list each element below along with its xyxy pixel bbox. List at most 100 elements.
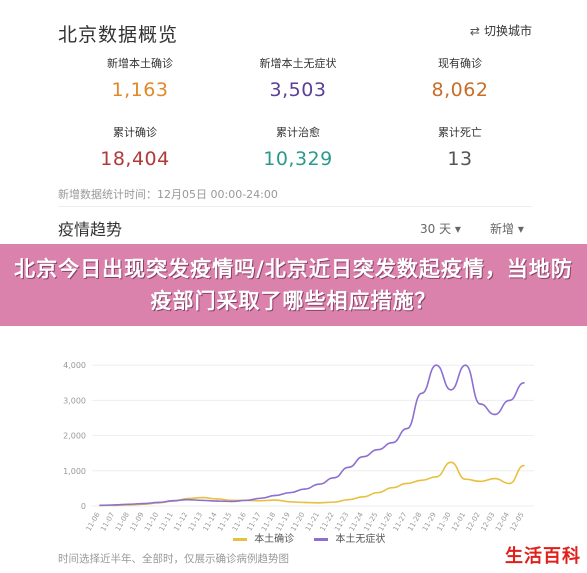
series-line-0 — [99, 461, 525, 507]
data-point — [435, 475, 438, 478]
data-point — [391, 441, 394, 444]
data-point — [303, 501, 306, 504]
data-point — [318, 483, 321, 485]
legend-item[interactable]: 本土确诊 — [233, 530, 294, 545]
data-point — [362, 455, 364, 458]
data-point — [493, 477, 496, 480]
stat-total-confirmed: 累计确诊 18,404 — [55, 124, 215, 170]
x-tick-label: 12-05 — [509, 511, 526, 533]
data-point — [186, 498, 189, 501]
data-point — [318, 502, 321, 504]
data-point — [523, 382, 525, 384]
data-point — [508, 399, 511, 402]
legend-swatch — [233, 537, 247, 541]
data-point — [464, 478, 467, 481]
data-point — [216, 500, 218, 502]
data-point — [406, 482, 408, 485]
series-line-1 — [99, 364, 525, 507]
data-point — [230, 500, 233, 503]
data-point — [260, 497, 262, 500]
stat-value: 18,404 — [100, 148, 170, 170]
stat-total-cured: 累计治愈 10,329 — [218, 124, 378, 170]
stat-value: 3,503 — [269, 79, 327, 101]
data-point — [450, 461, 452, 464]
data-point — [99, 504, 101, 507]
data-point — [391, 486, 394, 489]
data-point — [376, 491, 379, 494]
page-title: 北京数据概览 — [58, 24, 179, 46]
stat-value: 1,163 — [111, 79, 169, 101]
chevron-down-icon: ▾ — [454, 222, 461, 236]
stat-label: 现有确诊 — [438, 57, 482, 70]
data-point — [435, 364, 438, 367]
stat-label: 新增本土无症状 — [259, 57, 337, 70]
data-point — [493, 413, 496, 416]
data-point — [420, 479, 423, 482]
stat-value: 13 — [447, 148, 473, 170]
type-select[interactable]: 新增 ▾ — [490, 220, 524, 237]
data-point — [420, 392, 423, 395]
data-point — [201, 496, 204, 499]
divider — [58, 206, 532, 207]
data-point — [362, 496, 364, 498]
data-point — [143, 502, 145, 505]
y-tick-label: 2,000 — [63, 432, 86, 441]
trend-title: 疫情趋势 — [58, 220, 123, 239]
data-point — [113, 504, 116, 506]
y-tick-label: 3,000 — [63, 396, 86, 405]
headline-banner: 北京今日出现突发疫情吗/北京近日突发数起疫情，当地防疫部门采取了哪些相应措施？ — [0, 244, 587, 326]
data-point — [172, 499, 174, 502]
data-point — [245, 499, 248, 502]
legend-label: 本土确诊 — [254, 534, 295, 545]
stat-value: 8,062 — [431, 79, 489, 101]
data-point — [128, 503, 131, 506]
stat-new-local-asymptomatic: 新增本土无症状 3,503 — [218, 55, 378, 101]
data-point — [376, 448, 379, 451]
data-point — [508, 482, 511, 485]
y-axis-ticks: 0 1,000 2,000 3,000 4,000 — [63, 361, 86, 511]
chart-grid — [92, 364, 534, 507]
stat-value: 10,329 — [263, 148, 333, 170]
data-point — [523, 464, 525, 467]
chart-lines — [99, 364, 525, 507]
stats-period: 新增数据统计时间：12月05日 00:00-24:00 — [58, 188, 278, 201]
stat-new-local-confirmed: 新增本土确诊 1,163 — [60, 55, 220, 101]
headline-text: 北京今日出现突发疫情吗/北京近日突发数起疫情，当地防疫部门采取了哪些相应措施？ — [14, 257, 573, 313]
stat-total-deaths: 累计死亡 13 — [380, 124, 540, 170]
range-select[interactable]: 30 天 ▾ — [420, 220, 461, 237]
footer-note: 时间选择近半年、全部时，仅展示确诊病例趋势图 — [58, 553, 289, 565]
y-tick-label: 1,000 — [63, 467, 86, 476]
chevron-down-icon: ▾ — [517, 222, 524, 236]
stat-label: 累计确诊 — [113, 126, 157, 139]
data-point — [333, 501, 335, 503]
data-point — [201, 499, 204, 502]
stat-label: 新增本土确诊 — [107, 57, 173, 70]
legend-label: 本土无症状 — [335, 534, 386, 545]
range-select-value: 30 天 — [420, 222, 452, 236]
data-point — [347, 498, 350, 501]
data-point — [479, 480, 481, 483]
data-point — [450, 389, 452, 391]
legend-item[interactable]: 本土无症状 — [314, 530, 385, 545]
y-tick-label: 0 — [81, 502, 86, 511]
data-point — [216, 498, 218, 500]
switch-city-label: 切换城市 — [483, 24, 532, 38]
site-watermark: 生活百科 — [505, 546, 581, 567]
data-point — [157, 501, 160, 504]
data-point — [464, 364, 467, 367]
data-point — [289, 500, 291, 503]
switch-city-button[interactable]: ⇄ 切换城市 — [470, 22, 532, 39]
data-point — [274, 499, 277, 501]
data-point — [406, 427, 408, 430]
y-tick-label: 4,000 — [63, 361, 86, 370]
legend-swatch — [314, 537, 329, 541]
stat-current-confirmed: 现有确诊 8,062 — [380, 55, 540, 101]
data-point — [274, 494, 277, 497]
data-point — [260, 499, 262, 502]
swap-icon: ⇄ — [469, 23, 480, 38]
data-point — [333, 477, 335, 479]
data-point — [479, 403, 481, 405]
type-select-value: 新增 — [490, 222, 515, 236]
stat-label: 累计死亡 — [438, 126, 482, 139]
